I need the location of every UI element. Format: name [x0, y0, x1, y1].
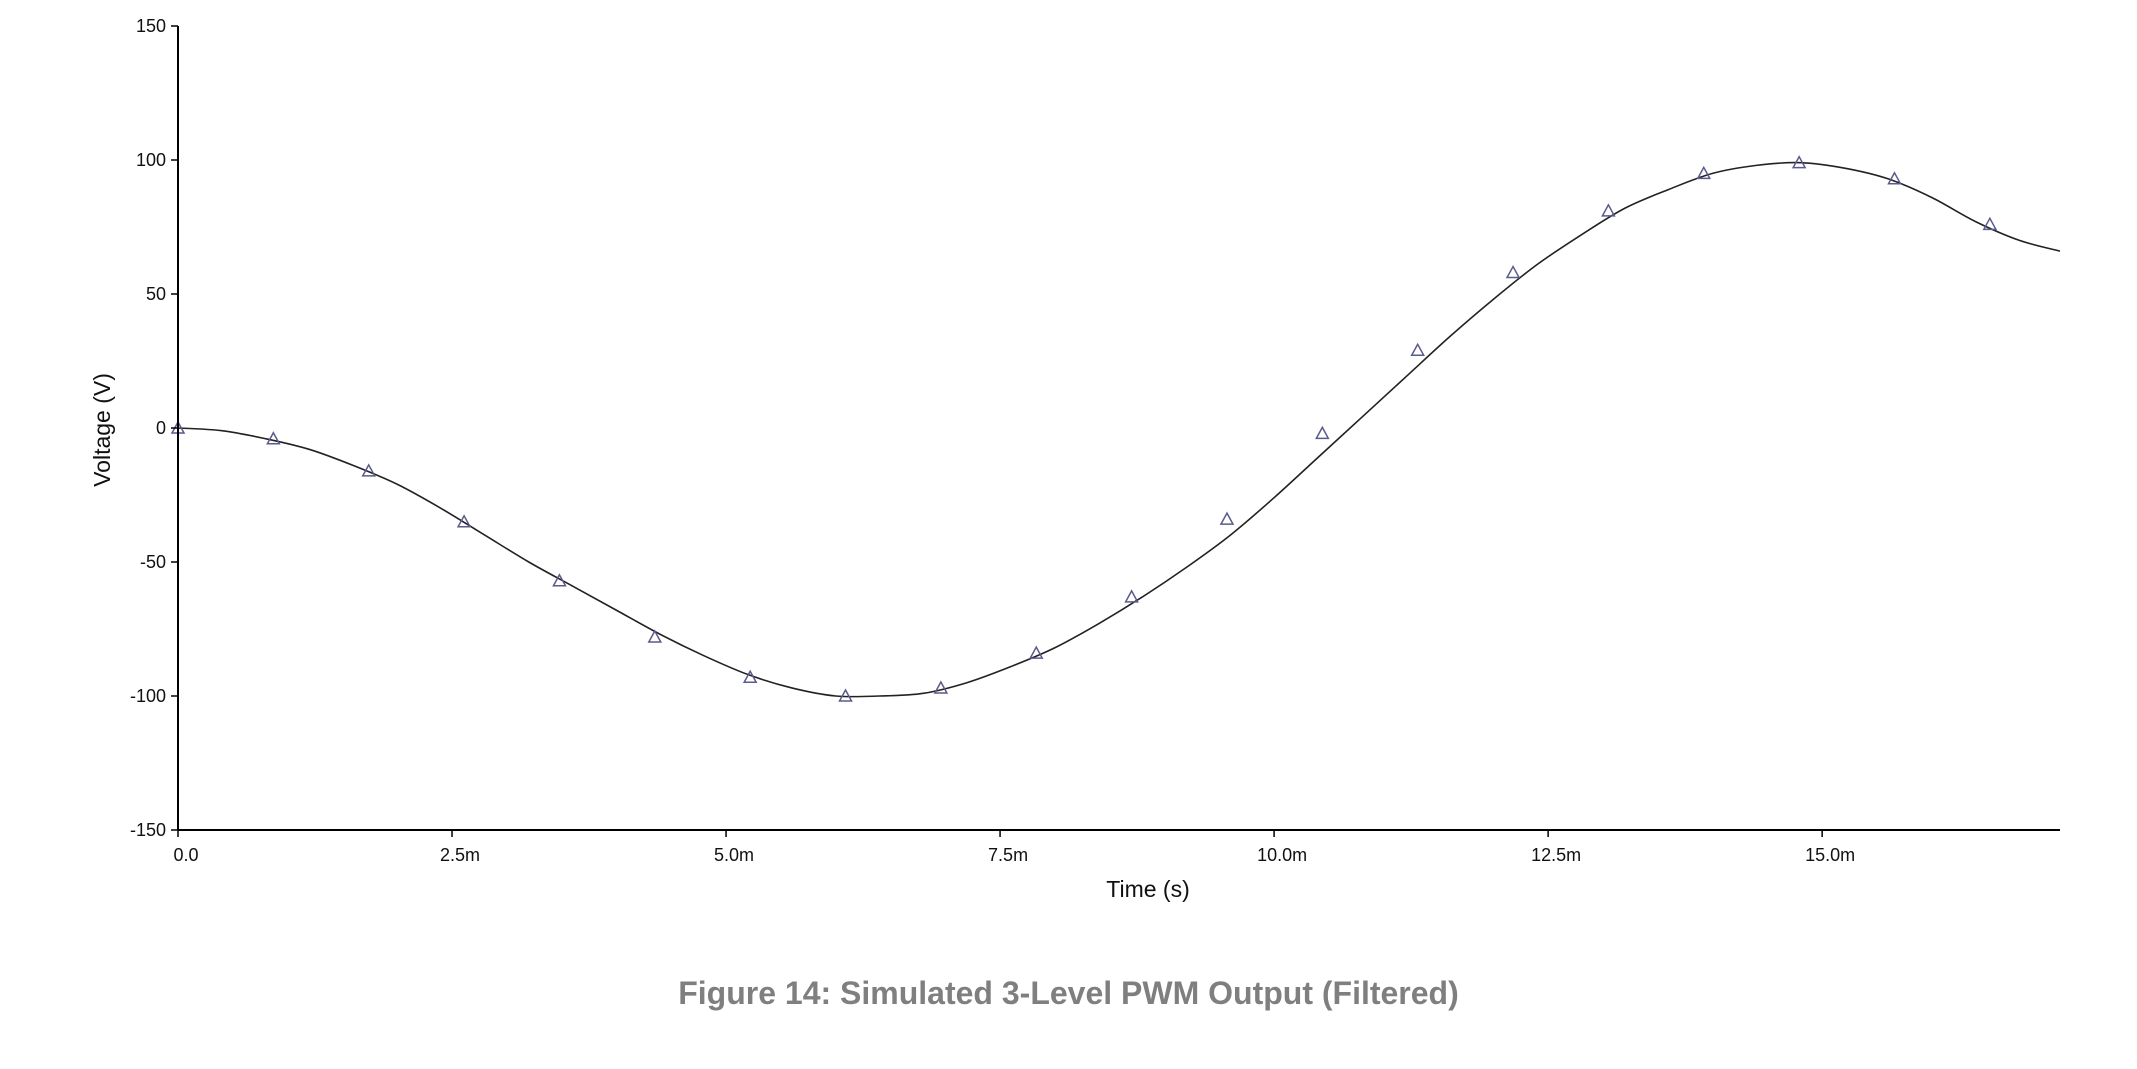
data-point-marker	[361, 463, 376, 477]
y-tick-label: -100	[130, 686, 166, 706]
data-point-marker	[1505, 264, 1521, 279]
data-point-marker	[1887, 171, 1902, 185]
y-tick-label: 150	[136, 16, 166, 36]
x-axis-label: Time (s)	[1106, 876, 1189, 902]
x-tick-label: 10.0m	[1257, 845, 1307, 865]
data-point-marker	[1982, 216, 1998, 231]
data-point-marker	[1410, 342, 1425, 357]
data-point-marker	[1124, 589, 1139, 603]
data-point-marker	[838, 688, 853, 702]
series-line	[177, 161, 2061, 698]
x-tick-label: 12.5m	[1531, 845, 1581, 865]
y-tick-label: -50	[140, 552, 166, 572]
y-tick-label: 0	[156, 418, 166, 438]
data-point-marker	[456, 514, 472, 528]
y-tick-label: -150	[130, 820, 166, 840]
y-tick-label: 50	[146, 284, 166, 304]
y-tick-label: 100	[136, 150, 166, 170]
data-point-marker	[1028, 645, 1044, 659]
data-point-marker	[552, 573, 567, 587]
y-axis-label: Voltage (V)	[89, 373, 115, 487]
x-tick-label: 2.5m	[440, 845, 480, 865]
data-point-marker	[1219, 511, 1235, 525]
figure-caption: Figure 14: Simulated 3-Level PWM Output …	[678, 975, 1459, 1011]
chart-marks	[170, 155, 2061, 702]
x-tick-label: 0.0	[173, 845, 198, 865]
data-point-marker	[1601, 203, 1616, 217]
chart-axes: 150 100 50 0 -50 -100 -150 0.0 2.5m 5.0m 7.5m 10.0m…	[130, 16, 2060, 865]
data-point-marker	[266, 431, 281, 445]
x-tick-label: 15.0m	[1805, 845, 1855, 865]
data-point-marker	[1315, 425, 1330, 440]
data-point-marker	[1791, 155, 1807, 169]
data-point-marker	[742, 669, 758, 683]
data-point-marker	[647, 629, 663, 643]
x-tick-label: 5.0m	[714, 845, 754, 865]
x-tick-label: 7.5m	[988, 845, 1028, 865]
data-point-marker	[933, 680, 949, 694]
data-point-marker	[1696, 165, 1712, 180]
